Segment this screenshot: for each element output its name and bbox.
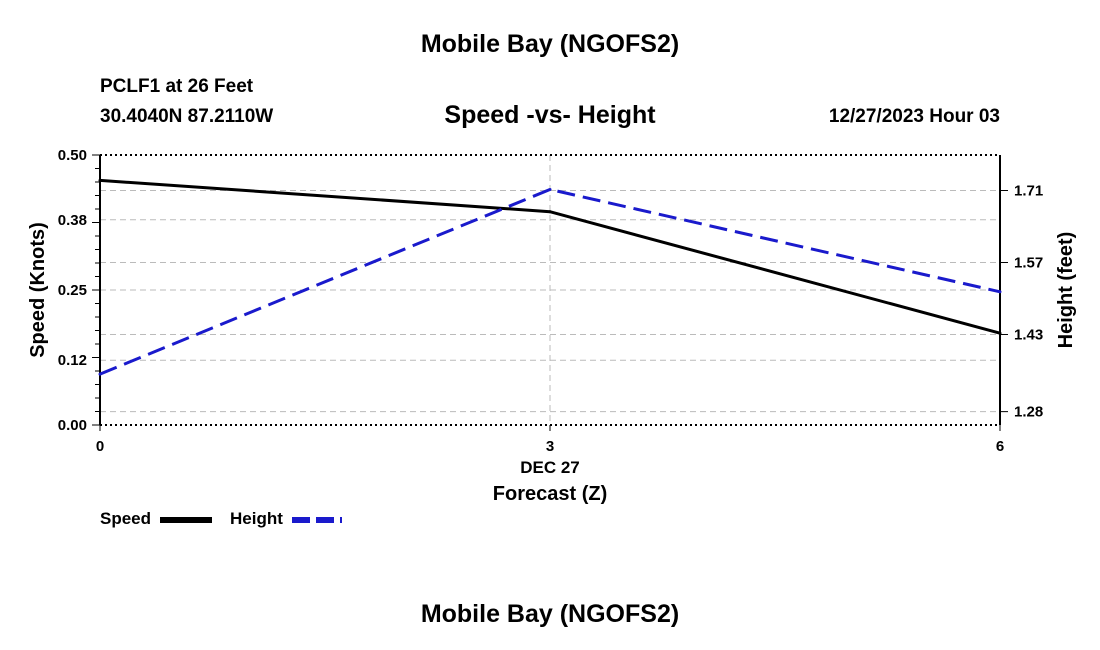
series-point-height [548, 187, 552, 191]
legend-height-label: Height [230, 509, 283, 528]
forecast-date-hour: 12/27/2023 Hour 03 [828, 106, 1000, 127]
y-tick-label: 0.50 [58, 147, 87, 164]
y-tick-label: 0.38 [58, 212, 87, 229]
station-label: PCLF1 at 26 Feet [100, 76, 254, 97]
series-point-speed [548, 210, 552, 214]
y-tick-label: 0.00 [58, 417, 87, 434]
legend-speed-label: Speed [100, 509, 152, 528]
footer-title: Mobile Bay (NGOFS2) [420, 600, 680, 628]
y2-tick-label: 1.28 [1014, 404, 1043, 421]
y-axis-title: Speed (Knots) [27, 222, 49, 358]
axis-labels: 0.00 0.12 0.25 0.38 0.50 1.28 1.43 1.57 1.71 0 3 6 D… [27, 147, 1077, 505]
x-tick-label: 3 [546, 438, 554, 455]
y-tick-label: 0.12 [58, 352, 87, 369]
station-coordinates: 30.4040N 87.2110W [100, 106, 274, 127]
y2-axis-title: Height (feet) [1055, 232, 1077, 349]
x-axis-title: Forecast (Z) [493, 483, 607, 505]
series [98, 178, 1002, 376]
chart-subtitle: Speed -vs- Height [444, 101, 656, 129]
x-tick-label: 6 [996, 438, 1004, 455]
y2-tick-label: 1.43 [1014, 326, 1043, 343]
series-line-height [99, 187, 1001, 376]
x-tick-label: 0 [96, 438, 104, 455]
gridlines [100, 155, 1000, 425]
x-date-label: DEC 27 [520, 458, 580, 477]
series-point-speed [998, 331, 1002, 335]
y2-tick-label: 1.57 [1014, 254, 1043, 271]
series-point-speed [98, 178, 102, 182]
y2-tick-label: 1.71 [1014, 182, 1043, 199]
series-point-height [98, 372, 102, 376]
axes [92, 154, 1008, 431]
chart-main-title: Mobile Bay (NGOFS2) [420, 30, 680, 58]
series-point-height [998, 290, 1002, 294]
y-tick-label: 0.25 [58, 282, 87, 299]
